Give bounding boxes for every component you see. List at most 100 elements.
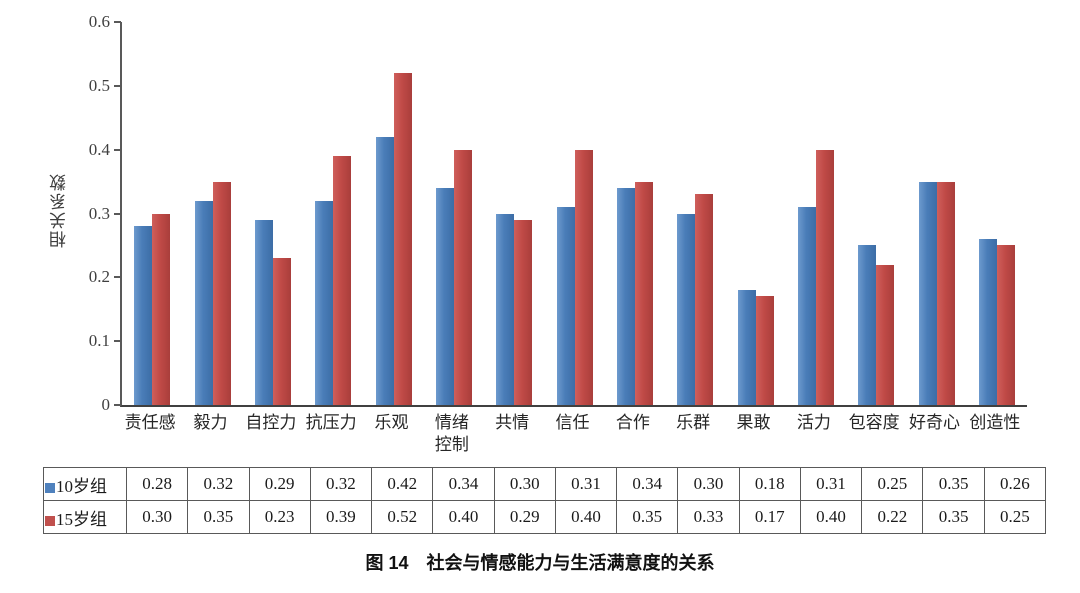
legend-cell: 15岁组: [43, 500, 127, 534]
bar-10岁组-自控力: [254, 219, 273, 405]
series-name: 15岁组: [56, 509, 107, 529]
bar-10岁组-抗压力: [315, 200, 334, 405]
bar-10岁组-合作: [616, 187, 635, 405]
y-tick-mark: [114, 212, 121, 215]
bar-15岁组-果敢: [755, 296, 774, 405]
value-cell: 0.30: [125, 500, 189, 534]
value-cell: 0.32: [309, 467, 373, 501]
x-category-label: 活力: [796, 413, 831, 432]
data-table: 10岁组 0.28 0.32 0.29 0.32 0.42 0.34 0.30 0.31 0.34…: [43, 467, 1047, 534]
bar-10岁组-包容度: [858, 245, 877, 405]
y-tick-label: 0.1: [88, 331, 110, 351]
x-category-label: 乐观: [374, 413, 409, 432]
x-category-label: 包容度: [848, 413, 900, 432]
bar-10岁组-乐观: [375, 136, 394, 405]
x-category-label: 果敢: [736, 413, 771, 432]
x-category-label: 责任感: [124, 413, 176, 432]
value-cell: 0.42: [371, 467, 434, 501]
bar-15岁组-乐观: [393, 73, 412, 405]
bar-10岁组-毅力: [194, 200, 213, 405]
value-cell: 0.40: [554, 500, 618, 534]
x-category-label: 自控力: [245, 413, 297, 432]
value-cell: 0.25: [861, 467, 924, 501]
value-cell: 0.32: [187, 467, 250, 501]
table-row-10岁组: 10岁组 0.28 0.32 0.29 0.32 0.42 0.34 0.30 0.31 0.34…: [43, 467, 1047, 501]
value-cell: 0.35: [187, 500, 250, 534]
series-name: 10岁组: [56, 476, 107, 496]
bar-15岁组-抗压力: [333, 156, 352, 405]
y-tick-mark: [114, 276, 121, 279]
y-tick-label: 0.3: [88, 203, 110, 223]
table-row-15岁组: 15岁组 0.30 0.35 0.23 0.39 0.52 0.40 0.29 0.40 0.35…: [43, 500, 1047, 534]
x-category-label: 信任: [555, 413, 590, 432]
x-category-label: 共情: [495, 413, 530, 432]
value-cell: 0.52: [371, 500, 434, 534]
bar-10岁组-创造性: [978, 239, 997, 405]
value-cell: 0.17: [738, 500, 801, 534]
bar-10岁组-好奇心: [918, 181, 937, 405]
x-category-label: 情绪 控制: [434, 413, 469, 454]
y-tick-mark: [114, 340, 121, 343]
bar-10岁组-责任感: [134, 226, 153, 405]
y-tick-mark: [114, 84, 121, 87]
bar-10岁组-活力: [797, 207, 816, 405]
bar-15岁组-责任感: [152, 213, 171, 405]
y-tick-mark: [114, 148, 121, 151]
value-cell: 0.31: [554, 467, 618, 501]
x-category-label: 创造性: [969, 413, 1021, 432]
bar-10岁组-乐群: [677, 213, 696, 405]
x-category-label: 毅力: [193, 413, 228, 432]
y-tick-mark: [114, 21, 121, 23]
value-cell: 0.31: [799, 467, 863, 501]
value-cell: 0.28: [125, 467, 189, 501]
bar-10岁组-情绪控制: [435, 187, 454, 405]
legend-cell: 10岁组: [43, 467, 127, 501]
bar-15岁组-共情: [514, 219, 533, 405]
value-cell: 0.35: [616, 500, 679, 534]
y-tick-label: 0.4: [88, 139, 110, 159]
y-tick-label: 0: [101, 395, 111, 414]
x-category-label: 抗压力: [305, 413, 357, 432]
bar-15岁组-活力: [815, 149, 834, 405]
y-tick-mark: [114, 404, 121, 406]
bar-10岁组-果敢: [737, 290, 756, 405]
bar-15岁组-情绪控制: [453, 149, 472, 405]
legend-swatch-icon: [45, 482, 55, 493]
value-cell: 0.29: [493, 500, 556, 534]
figure-caption: 图 14 社会与情感能力与生活满意度的关系: [365, 553, 715, 573]
bar-15岁组-自控力: [272, 258, 291, 405]
bar-10岁组-共情: [496, 213, 515, 405]
value-cell: 0.25: [983, 500, 1047, 534]
value-cell: 0.30: [677, 467, 740, 501]
bar-10岁组-信任: [556, 207, 575, 405]
value-cell: 0.29: [248, 467, 311, 501]
value-cell: 0.26: [983, 467, 1047, 501]
value-cell: 0.30: [493, 467, 556, 501]
x-category-label: 乐群: [676, 413, 711, 432]
bar-15岁组-包容度: [876, 264, 895, 405]
value-cell: 0.22: [861, 500, 924, 534]
value-cell: 0.35: [922, 467, 985, 501]
value-cell: 0.23: [248, 500, 311, 534]
bar-15岁组-毅力: [212, 181, 231, 405]
bar-15岁组-好奇心: [936, 181, 955, 405]
plot-area: [114, 21, 1027, 407]
value-cell: 0.35: [922, 500, 985, 534]
value-cell: 0.40: [432, 500, 495, 534]
value-cell: 0.33: [677, 500, 740, 534]
value-cell: 0.40: [799, 500, 863, 534]
y-tick-label: 0.2: [88, 267, 110, 287]
x-category-label: 好奇心: [909, 413, 960, 432]
value-cell: 0.39: [309, 500, 373, 534]
value-cell: 0.34: [432, 467, 495, 501]
y-tick-label: 0.6: [88, 12, 110, 31]
value-cell: 0.18: [738, 467, 801, 501]
bar-15岁组-乐群: [695, 194, 714, 405]
x-category-label: 合作: [615, 413, 650, 432]
bar-15岁组-创造性: [996, 245, 1015, 405]
bar-15岁组-信任: [574, 149, 593, 405]
value-cell: 0.34: [616, 467, 679, 501]
legend-swatch-icon: [45, 515, 55, 526]
bar-15岁组-合作: [634, 181, 653, 405]
